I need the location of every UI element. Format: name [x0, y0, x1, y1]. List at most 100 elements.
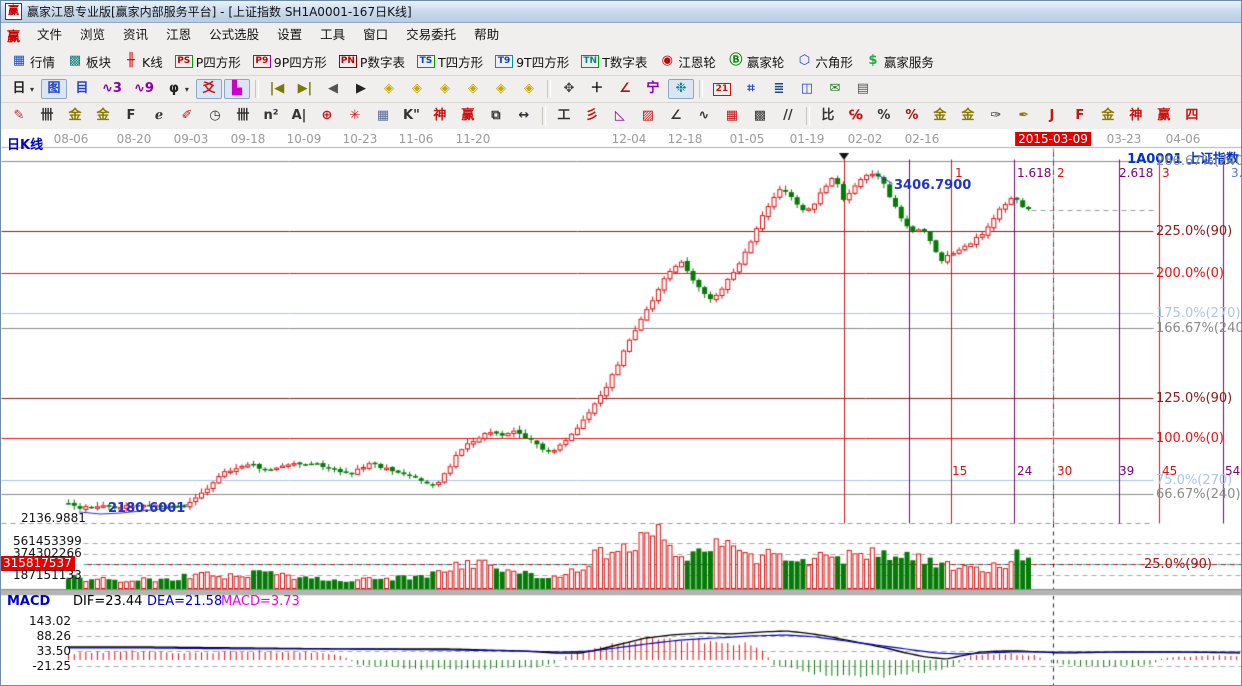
- fan-red-button[interactable]: 彡: [579, 106, 605, 126]
- t-number-table-button[interactable]: TN T数字表: [576, 50, 652, 73]
- gold-gann-b-button[interactable]: 金: [90, 106, 116, 126]
- percent-icon: %: [877, 108, 891, 123]
- p-number-table-button[interactable]: PN P数字表: [334, 50, 410, 73]
- grid-red-button[interactable]: ▦: [719, 106, 745, 126]
- ying-angle-button[interactable]: 赢: [1151, 106, 1177, 126]
- percent-line-button[interactable]: %: [899, 106, 925, 126]
- f-lines-button[interactable]: F: [118, 106, 144, 126]
- n-squared-button[interactable]: n²: [258, 106, 284, 126]
- ratio-table-button[interactable]: 比: [815, 106, 841, 126]
- percent-angle-button[interactable]: ℅: [843, 106, 869, 126]
- gann-wheel-button[interactable]: ◉ 江恩轮: [654, 50, 721, 73]
- sectors-button[interactable]: ▩ 板块: [62, 50, 116, 73]
- diamond-compress-button[interactable]: ◈: [488, 79, 514, 99]
- workstation-button[interactable]: ▤: [850, 79, 876, 99]
- gann-level-label: 166.67%(240): [1156, 321, 1242, 336]
- pattern-red-button[interactable]: 爻: [195, 79, 222, 99]
- diamond-right-button[interactable]: ◈: [404, 79, 430, 99]
- star-burst-button[interactable]: ✳: [342, 106, 368, 126]
- fan-square-button[interactable]: ◺: [607, 106, 633, 126]
- hexagon-button[interactable]: ⬡ 六角形: [791, 50, 858, 73]
- fan-box-button[interactable]: ▨: [635, 106, 661, 126]
- grid-dark-button[interactable]: ▩: [747, 106, 773, 126]
- menu-item-5[interactable]: 设置: [277, 27, 303, 42]
- menu-item-0[interactable]: 文件: [37, 27, 63, 42]
- menu-item-7[interactable]: 窗口: [363, 27, 389, 42]
- circle-cross-button[interactable]: ⊕: [314, 106, 340, 126]
- gold-angle-button[interactable]: 金: [1095, 106, 1121, 126]
- crosshair-tool-button[interactable]: ＋: [584, 79, 610, 99]
- pattern-blue-button[interactable]: 图: [41, 79, 68, 99]
- note-pen-button[interactable]: ✑: [983, 106, 1009, 126]
- h-span-button[interactable]: ↔: [511, 106, 537, 126]
- k-note-button[interactable]: K": [398, 106, 425, 126]
- volume-colored-button[interactable]: ▙: [223, 79, 250, 99]
- last-page-button[interactable]: ▶|: [292, 79, 318, 99]
- menu-item-9[interactable]: 帮助: [474, 27, 500, 42]
- zigzag-button[interactable]: ∿: [691, 106, 717, 126]
- app-icon[interactable]: 赢: [5, 3, 22, 20]
- percent-button[interactable]: %: [871, 106, 897, 126]
- menu-item-6[interactable]: 工具: [320, 27, 346, 42]
- a-mirror-button[interactable]: A|: [286, 106, 312, 126]
- toolbar-separator: [805, 107, 810, 125]
- menu-item-3[interactable]: 江恩: [166, 27, 192, 42]
- draw-compass-button[interactable]: ✎: [6, 106, 32, 126]
- angle-tool-button[interactable]: ∠: [612, 79, 638, 99]
- winner-service-button[interactable]: $ 赢家服务: [860, 50, 939, 73]
- 9t-square-button[interactable]: T9 9T四方形: [490, 50, 574, 73]
- grid-box-button[interactable]: ▦: [370, 106, 396, 126]
- gann-frame-button[interactable]: 工: [551, 106, 577, 126]
- gold-level-button[interactable]: 金: [955, 106, 981, 126]
- angle-rays-button[interactable]: ∠: [663, 106, 689, 126]
- candle-style-button[interactable]: φ ▾: [161, 79, 194, 99]
- kline-button[interactable]: ╫ K线: [118, 50, 168, 73]
- shen-grid-button[interactable]: 神: [427, 106, 453, 126]
- gold-circle-button[interactable]: 金: [927, 106, 953, 126]
- calendar-button[interactable]: 21: [708, 81, 736, 98]
- diamond-left-button[interactable]: ◈: [376, 79, 402, 99]
- calculator-button[interactable]: ⌗: [738, 79, 764, 99]
- mail-globe-button[interactable]: ✉: [822, 79, 848, 99]
- info-doc-button[interactable]: 目: [69, 79, 95, 99]
- next-page-button[interactable]: ▶: [348, 79, 374, 99]
- save-button[interactable]: ◫: [794, 79, 820, 99]
- 9p-square-button[interactable]: P9 9P四方形: [248, 50, 332, 73]
- p-square-button[interactable]: PS P四方形: [170, 50, 246, 73]
- period-day-button[interactable]: 日 ▾: [6, 79, 39, 99]
- menu-item-8[interactable]: 交易委托: [406, 27, 457, 42]
- tick-lines-button[interactable]: 卌: [230, 106, 256, 126]
- grid-ticks-button[interactable]: 卌: [34, 106, 60, 126]
- parallel-lines-button[interactable]: //: [775, 106, 801, 126]
- si-angle-button[interactable]: 四: [1179, 106, 1205, 126]
- ruler-123-button[interactable]: ⧉: [483, 106, 509, 126]
- ma-3-button[interactable]: ∿3: [97, 79, 127, 99]
- kline-chart-canvas[interactable]: [1, 129, 1241, 685]
- menu-item-1[interactable]: 浏览: [80, 27, 106, 42]
- menu-item-4[interactable]: 公式选股: [209, 27, 260, 42]
- kline-icon: ╫: [127, 53, 135, 68]
- hand-tool-button[interactable]: ✥: [556, 79, 582, 99]
- spiral-button[interactable]: ℯ: [146, 106, 172, 126]
- notes-button[interactable]: ≣: [766, 79, 792, 99]
- t-square-button[interactable]: TS T四方形: [412, 50, 488, 73]
- diamond-hspan-button[interactable]: ◈: [432, 79, 458, 99]
- j-angle-button[interactable]: J: [1039, 106, 1065, 126]
- prev-page-button[interactable]: ◀: [320, 79, 346, 99]
- gann-box-tool-button[interactable]: 宁: [640, 79, 666, 99]
- quotes-button[interactable]: ▦ 行情: [6, 50, 60, 73]
- shen-angle-button[interactable]: 神: [1123, 106, 1149, 126]
- f-angle-button[interactable]: F: [1067, 106, 1093, 126]
- first-page-button[interactable]: |◀: [264, 79, 290, 99]
- ink-gold-button[interactable]: ✒: [1011, 106, 1037, 126]
- ma-9-button[interactable]: ∿9: [129, 79, 159, 99]
- wave-analysis-tool-button[interactable]: ❉: [667, 79, 694, 99]
- diamond-cross-button[interactable]: ◈: [516, 79, 542, 99]
- diamond-expand-button[interactable]: ◈: [460, 79, 486, 99]
- time-circle-button[interactable]: ◷: [202, 106, 228, 126]
- ying-grid-button[interactable]: 赢: [455, 106, 481, 126]
- red-brush-button[interactable]: ✐: [174, 106, 200, 126]
- menu-item-2[interactable]: 资讯: [123, 27, 149, 42]
- gold-gann-a-button[interactable]: 金: [62, 106, 88, 126]
- winner-wheel-button[interactable]: Ⓑ 赢家轮: [723, 50, 790, 73]
